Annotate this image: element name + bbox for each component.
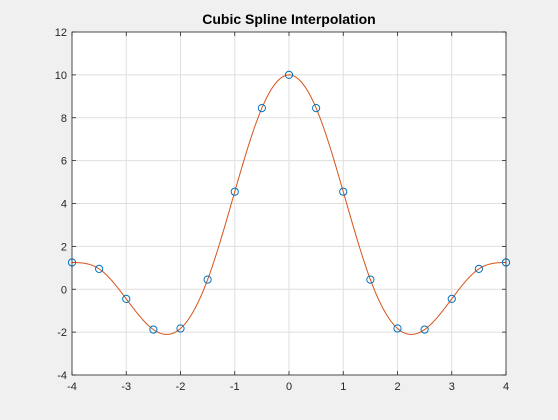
x-tick-label: -3: [121, 381, 131, 393]
data-point-marker: [176, 324, 185, 333]
data-point-marker: [312, 104, 321, 113]
x-tick-label: -2: [176, 381, 186, 393]
chart-title: Cubic Spline Interpolation: [202, 11, 375, 27]
y-tick-label: 0: [61, 284, 67, 296]
data-point-marker: [447, 294, 456, 303]
y-tick-label: 2: [61, 241, 67, 253]
x-axis-tick-labels: -4 -3 -2 -1 0 1 2 3 4: [67, 381, 509, 393]
spline-curve: [71, 74, 507, 335]
x-tick-label: 1: [340, 381, 346, 393]
axis-ticks: [71, 31, 507, 376]
data-point-marker: [366, 275, 375, 284]
data-point-marker: [230, 187, 239, 196]
data-point-marker: [257, 104, 266, 113]
y-tick-label: 12: [55, 27, 67, 39]
data-point-marker: [203, 275, 212, 284]
y-tick-label: 6: [61, 156, 67, 168]
data-point-marker: [420, 325, 429, 334]
data-point-marker: [95, 264, 104, 273]
data-point-marker: [122, 294, 131, 303]
data-point-marker: [339, 187, 348, 196]
x-tick-label: 4: [503, 381, 509, 393]
x-tick-label: 3: [449, 381, 455, 393]
y-axis-tick-labels: -4 -2 0 2 4 6 8 10 12: [55, 27, 67, 382]
grid-lines: [71, 31, 507, 376]
x-tick-label: -4: [67, 381, 77, 393]
y-tick-label: -4: [57, 370, 67, 382]
y-tick-label: -2: [57, 327, 67, 339]
y-tick-label: 8: [61, 113, 67, 125]
y-tick-label: 10: [55, 70, 67, 82]
data-point-marker: [284, 70, 294, 79]
data-point-marker: [393, 324, 402, 333]
data-point-marker: [149, 325, 158, 334]
y-tick-label: 4: [61, 199, 67, 211]
x-tick-label: 0: [286, 381, 292, 393]
x-tick-label: -1: [230, 381, 240, 393]
x-tick-label: 2: [394, 381, 400, 393]
data-point-marker: [474, 264, 483, 273]
